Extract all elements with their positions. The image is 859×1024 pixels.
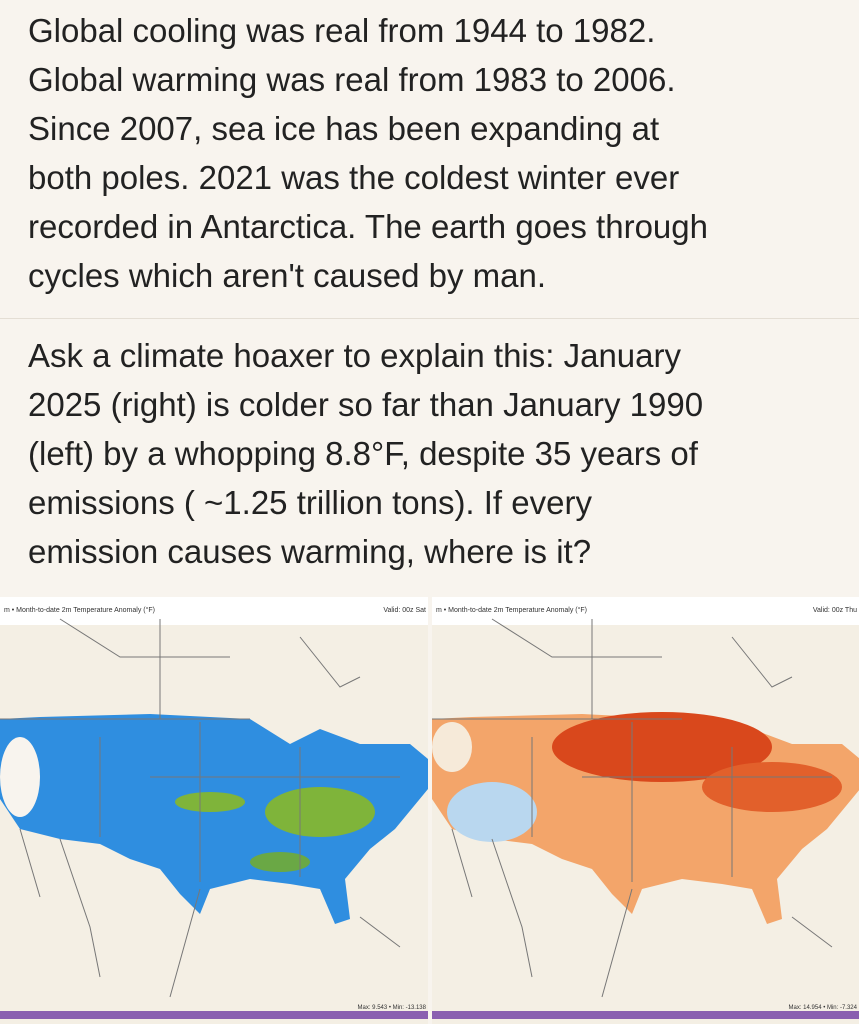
map-region [447,782,537,842]
paragraph: Ask a climate hoaxer to explain this: Ja… [28,331,703,576]
text-line: Global cooling was real from 1944 to 198… [28,12,656,49]
map-header-bar [0,597,428,625]
text-line: both poles. 2021 was the coldest winter … [28,159,680,196]
map-region [250,852,310,872]
map-header: m • Month-to-date 2m Temperature Anomaly… [436,606,587,614]
map-valid: Valid: 00z Sat [383,607,426,614]
text-line: (left) by a whopping 8.8°F, despite 35 y… [28,435,698,472]
map-header: m • Month-to-date 2m Temperature Anomaly… [4,606,155,614]
color-bar [432,1011,859,1019]
text-line: Ask a climate hoaxer to explain this: Ja… [28,337,681,374]
text-line: emissions ( ~1.25 trillion tons). If eve… [28,484,592,521]
map-region [175,792,245,812]
map-region [432,722,472,772]
map-valid: Valid: 00z Thu [813,607,857,614]
map-stats: Max: 9.543 • Min: -13.138 [358,1005,427,1011]
map-region [265,787,375,837]
divider [0,318,859,319]
paragraph: Global cooling was real from 1944 to 198… [28,6,708,300]
text-line: emission causes warming, where is it? [28,533,592,570]
text-line: cycles which aren't caused by man. [28,257,547,294]
color-bar [0,1011,428,1019]
maps: m • Month-to-date 2m Temperature Anomaly… [0,597,859,1024]
map-region [0,737,40,817]
map-region [552,712,772,782]
map-region [702,762,842,812]
text-line: 2025 (right) is colder so far than Janua… [28,386,704,423]
text-line: Global warming was real from 1983 to 200… [28,61,676,98]
text-line: Since 2007, sea ice has been expanding a… [28,110,660,147]
text-line: recorded in Antarctica. The earth goes t… [28,208,708,245]
map-header-bar [432,597,859,625]
map-stats: Max: 14.954 • Min: -7.324 [789,1005,858,1011]
